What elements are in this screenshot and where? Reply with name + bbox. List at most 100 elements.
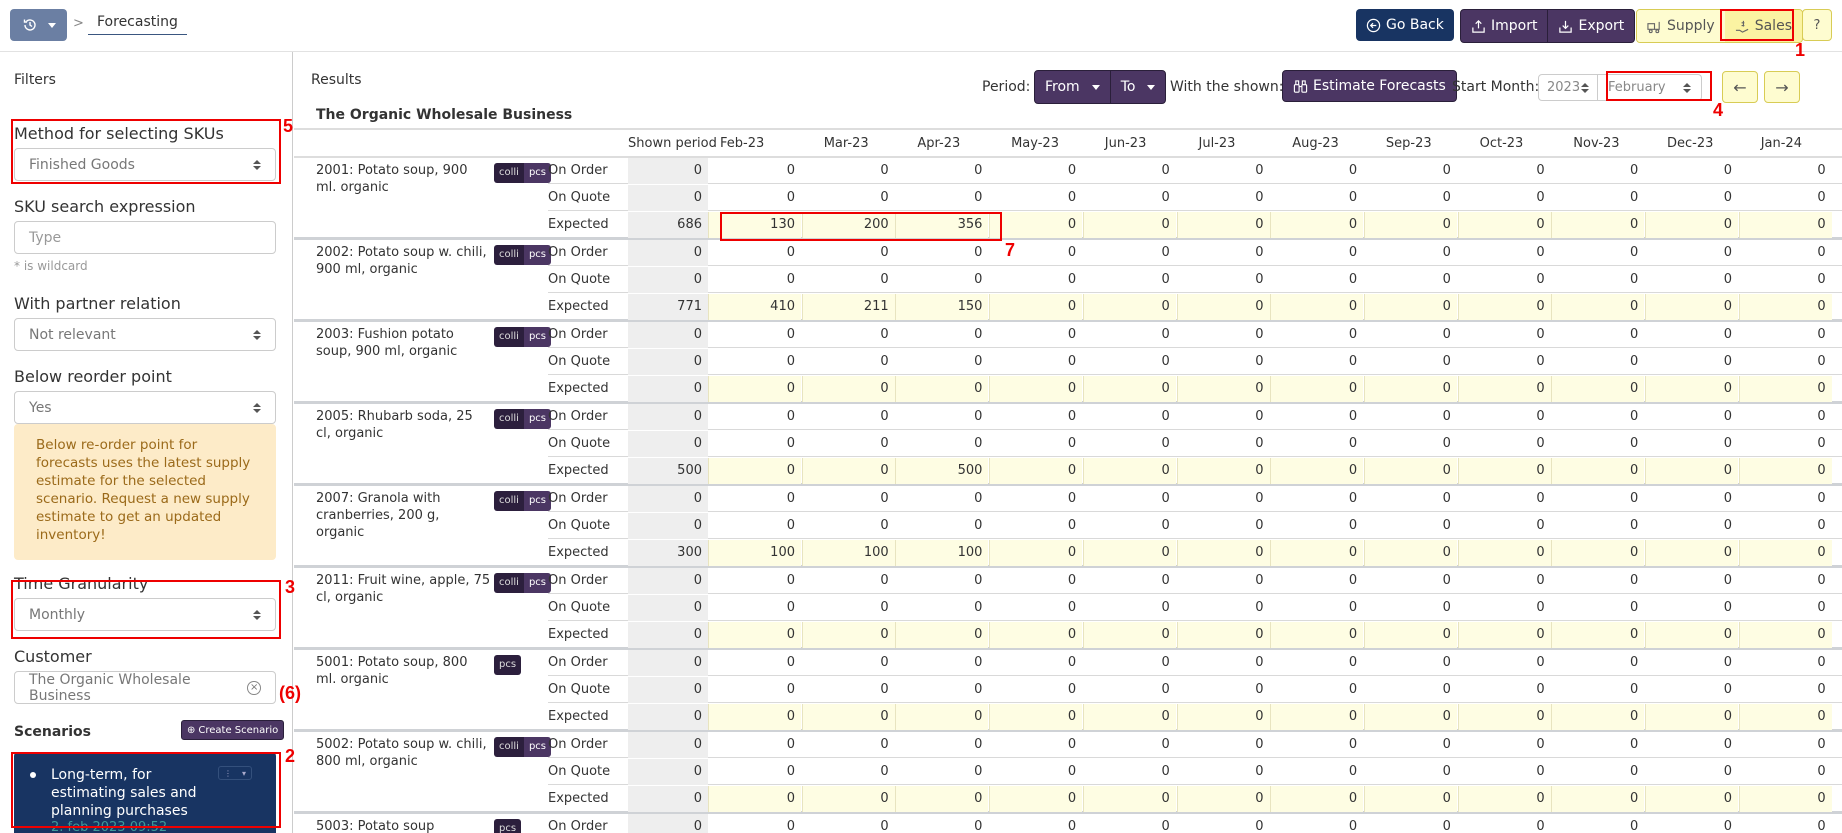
sku-search-input[interactable]: Type	[14, 221, 276, 254]
forecast-cell[interactable]: 0	[1363, 786, 1457, 812]
scenario-menu-button[interactable]: ⋮ ▾	[218, 766, 252, 780]
forecast-cell[interactable]: 0	[801, 376, 895, 402]
forecast-cell[interactable]: 0	[708, 458, 801, 484]
forecast-cell[interactable]: 0	[1645, 458, 1738, 484]
unit-pcs-button[interactable]: pcs	[523, 573, 552, 593]
forecast-cell[interactable]: 0	[1645, 540, 1738, 566]
forecast-cell[interactable]: 0	[1082, 704, 1176, 730]
forecast-cell[interactable]: 0	[1738, 376, 1832, 402]
partner-select[interactable]: Not relevant	[14, 318, 276, 351]
forecast-cell[interactable]: 0	[1176, 212, 1270, 238]
forecast-cell[interactable]: 0	[1645, 704, 1738, 730]
forecast-cell[interactable]: 0	[1363, 294, 1457, 320]
to-dropdown[interactable]: To	[1109, 71, 1166, 103]
forecast-cell[interactable]: 0	[1551, 458, 1645, 484]
forecast-cell[interactable]: 0	[1082, 294, 1176, 320]
forecast-cell[interactable]: 0	[1176, 294, 1270, 320]
forecast-cell[interactable]: 0	[708, 622, 801, 648]
forecast-cell[interactable]: 0	[1457, 540, 1551, 566]
from-dropdown[interactable]: From	[1035, 71, 1110, 103]
forecast-cell[interactable]: 0	[1551, 540, 1645, 566]
forecast-cell[interactable]: 0	[1270, 212, 1364, 238]
forecast-cell[interactable]: 0	[1082, 212, 1176, 238]
forecast-cell[interactable]: 0	[989, 294, 1083, 320]
forecast-cell[interactable]: 0	[1363, 622, 1457, 648]
forecast-cell[interactable]: 0	[1457, 376, 1551, 402]
unit-colli-button[interactable]: colli	[494, 737, 524, 757]
forecast-cell[interactable]: 410	[708, 294, 801, 320]
forecast-cell[interactable]: 0	[1457, 294, 1551, 320]
forecast-cell[interactable]: 0	[1082, 786, 1176, 812]
unit-pcs-button[interactable]: pcs	[523, 327, 552, 347]
export-button[interactable]: Export	[1547, 10, 1634, 42]
forecast-cell[interactable]: 0	[1270, 458, 1364, 484]
forecast-cell[interactable]: 0	[1457, 622, 1551, 648]
forecast-cell[interactable]: 200	[801, 212, 895, 238]
forecast-cell[interactable]: 211	[801, 294, 895, 320]
unit-pcs-button[interactable]: pcs	[494, 819, 522, 833]
forecast-cell[interactable]: 0	[801, 458, 895, 484]
scenario-card[interactable]: Long-term, for estimating sales and plan…	[14, 752, 276, 833]
forecast-cell[interactable]: 0	[1082, 622, 1176, 648]
forecast-cell[interactable]: 0	[1551, 212, 1645, 238]
granularity-select[interactable]: Monthly	[14, 598, 276, 631]
forecast-cell[interactable]: 0	[1176, 376, 1270, 402]
forecast-cell[interactable]: 0	[1738, 212, 1832, 238]
customer-input[interactable]: The Organic Wholesale Business ×	[14, 671, 276, 704]
forecast-cell[interactable]: 0	[989, 622, 1083, 648]
forecast-cell[interactable]: 0	[1457, 458, 1551, 484]
forecast-cell[interactable]: 0	[1551, 294, 1645, 320]
forecast-cell[interactable]: 0	[1457, 704, 1551, 730]
forecast-cell[interactable]: 0	[895, 622, 989, 648]
unit-pcs-button[interactable]: pcs	[523, 245, 552, 265]
unit-pcs-button[interactable]: pcs	[523, 491, 552, 511]
forecast-cell[interactable]: 130	[708, 212, 801, 238]
forecast-cell[interactable]: 0	[989, 704, 1083, 730]
forecast-cell[interactable]: 0	[1270, 786, 1364, 812]
unit-colli-button[interactable]: colli	[494, 409, 524, 429]
unit-pcs-button[interactable]: pcs	[523, 163, 552, 183]
forecast-cell[interactable]: 0	[1363, 540, 1457, 566]
import-button[interactable]: Import	[1461, 10, 1547, 42]
forecast-cell[interactable]: 0	[1738, 294, 1832, 320]
forecast-cell[interactable]: 0	[1176, 786, 1270, 812]
sales-button[interactable]: Sales	[1724, 10, 1802, 42]
forecast-cell[interactable]: 0	[1082, 540, 1176, 566]
forecast-cell[interactable]: 0	[1270, 376, 1364, 402]
unit-colli-button[interactable]: colli	[494, 327, 524, 347]
start-year-select[interactable]: 2023	[1538, 74, 1598, 101]
forecast-cell[interactable]: 100	[895, 540, 989, 566]
forecast-cell[interactable]: 0	[1738, 786, 1832, 812]
breadcrumb-forecasting[interactable]: Forecasting	[88, 14, 187, 35]
clear-icon[interactable]: ×	[247, 680, 261, 695]
forecast-cell[interactable]: 0	[1176, 540, 1270, 566]
unit-colli-button[interactable]: colli	[494, 245, 524, 265]
forecast-cell[interactable]: 0	[1645, 212, 1738, 238]
forecast-cell[interactable]: 0	[1270, 294, 1364, 320]
forecast-cell[interactable]: 0	[801, 704, 895, 730]
forecast-cell[interactable]: 0	[1176, 622, 1270, 648]
create-scenario-button[interactable]: ⊕ Create Scenario	[181, 720, 285, 740]
unit-pcs-button[interactable]: pcs	[494, 655, 522, 675]
unit-pcs-button[interactable]: pcs	[523, 737, 552, 757]
forecast-cell[interactable]: 0	[708, 376, 801, 402]
forecast-cell[interactable]: 500	[895, 458, 989, 484]
forecast-cell[interactable]: 0	[801, 622, 895, 648]
forecast-cell[interactable]: 0	[1645, 622, 1738, 648]
forecast-cell[interactable]: 0	[989, 458, 1083, 484]
next-button[interactable]: →	[1764, 71, 1800, 103]
unit-colli-button[interactable]: colli	[494, 163, 524, 183]
method-select[interactable]: Finished Goods	[14, 148, 276, 181]
forecast-cell[interactable]: 0	[895, 786, 989, 812]
forecast-cell[interactable]: 100	[801, 540, 895, 566]
forecast-cell[interactable]: 0	[989, 212, 1083, 238]
forecast-cell[interactable]: 0	[1176, 704, 1270, 730]
estimate-forecasts-button[interactable]: Estimate Forecasts	[1282, 70, 1457, 102]
history-button[interactable]	[10, 9, 67, 41]
forecast-cell[interactable]: 0	[1082, 376, 1176, 402]
help-button[interactable]: ?	[1802, 9, 1832, 41]
forecast-cell[interactable]: 0	[989, 540, 1083, 566]
forecast-cell[interactable]: 0	[1738, 622, 1832, 648]
forecast-cell[interactable]: 150	[895, 294, 989, 320]
forecast-cell[interactable]: 0	[1551, 376, 1645, 402]
